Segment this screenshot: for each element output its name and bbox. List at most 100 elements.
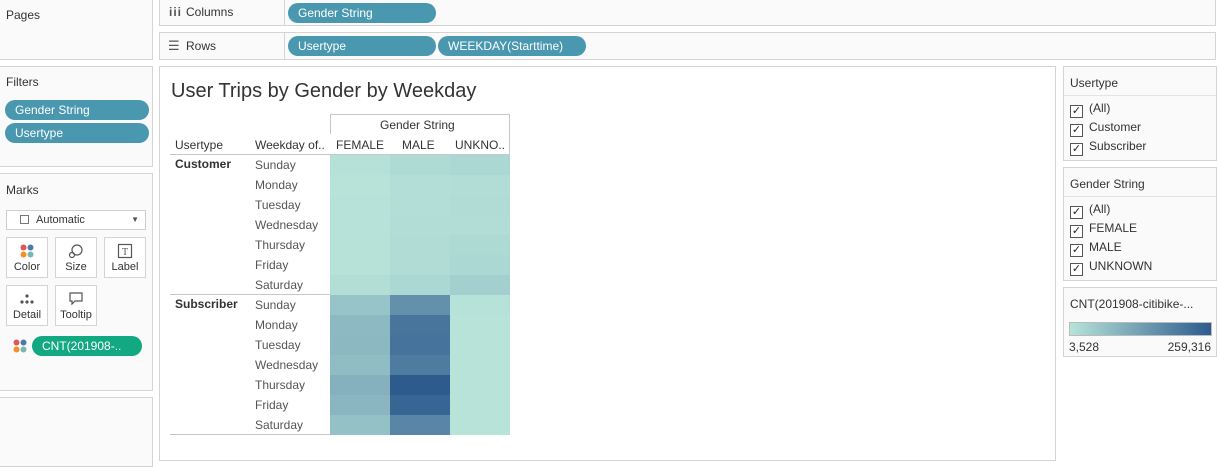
checkbox-checked-icon[interactable]: ✓ [1070,124,1083,137]
heatmap-cell[interactable] [330,395,390,415]
size-button-label: Size [65,261,87,273]
checkbox-checked-icon[interactable]: ✓ [1070,244,1083,257]
size-button[interactable]: Size [55,237,97,278]
heatmap-cell[interactable] [330,195,390,215]
heatmap-cell[interactable] [330,415,390,435]
heatmap-cell[interactable] [390,315,450,335]
heatmap-cell[interactable] [450,335,510,355]
label-button-label: Label [111,261,139,273]
heatmap-cell[interactable] [450,155,510,175]
heatmap-cell[interactable] [390,395,450,415]
filter-pill-gender[interactable]: Gender String [5,100,149,120]
usertype-option-subscriber[interactable]: ✓ Subscriber [1070,139,1146,158]
group-label-customer: Customer [175,157,232,171]
heatmap-cell[interactable] [330,175,390,195]
header-top-border [330,114,331,134]
heatmap-cell[interactable] [450,175,510,195]
weekday-label: Saturday [255,278,304,292]
usertype-option-label: Customer [1089,120,1142,134]
chevron-down-icon: ▼ [131,215,139,224]
detail-icon [7,291,47,307]
heatmap-cell[interactable] [450,295,510,315]
viz-title: User Trips by Gender by Weekday [171,80,477,102]
label-button[interactable]: T Label [104,237,146,278]
marks-card: Marks Automatic ▼ Color Size T Label Det… [0,173,153,391]
heatmap-cell[interactable] [330,275,390,295]
heatmap-cell[interactable] [330,255,390,275]
usertype-filter-title: Usertype [1070,76,1119,90]
checkbox-checked-icon[interactable]: ✓ [1070,143,1083,156]
color-legend-ramp [1069,322,1212,336]
heatmap-cell[interactable] [450,235,510,255]
filter-pill-usertype[interactable]: Usertype [5,123,149,143]
heatmap-cell[interactable] [390,375,450,395]
heatmap-cell[interactable] [390,355,450,375]
heatmap-cell[interactable] [330,355,390,375]
heatmap-cell[interactable] [450,415,510,435]
viz-area: User Trips by Gender by Weekday Gender S… [159,66,1056,461]
heatmap-cell[interactable] [330,235,390,255]
gender-option-all[interactable]: ✓ (All) [1070,202,1110,221]
usertype-option-label: (All) [1089,101,1111,115]
heatmap-cell[interactable] [450,395,510,415]
heatmap-cell[interactable] [330,295,390,315]
detail-button[interactable]: Detail [6,285,48,326]
checkbox-checked-icon[interactable]: ✓ [1070,263,1083,276]
legend-title: CNT(201908-citibike-... [1070,297,1194,311]
heatmap-cell[interactable] [330,215,390,235]
heatmap-cell[interactable] [450,315,510,335]
gender-filter-title: Gender String [1070,177,1145,191]
heatmap-cell[interactable] [390,255,450,275]
column-field-header: Gender String [380,118,455,132]
columns-shelf[interactable]: iii Columns Gender String [159,0,1216,26]
checkbox-checked-icon[interactable]: ✓ [1070,206,1083,219]
heatmap-cell[interactable] [390,215,450,235]
heatmap-cell[interactable] [390,175,450,195]
heatmap-cell[interactable] [390,235,450,255]
svg-text:T: T [122,247,128,258]
shelf-divider [284,33,285,60]
heatmap-cell[interactable] [450,215,510,235]
weekday-label: Tuesday [255,198,301,212]
heatmap-cell[interactable] [450,195,510,215]
usertype-option-all[interactable]: ✓ (All) [1070,101,1110,120]
heatmap-cell[interactable] [330,335,390,355]
weekday-label: Tuesday [255,338,301,352]
gender-option-unknown[interactable]: ✓ UNKNOWN [1070,259,1152,278]
heatmap-cell[interactable] [390,415,450,435]
usertype-option-customer[interactable]: ✓ Customer [1070,120,1141,139]
group-label-subscriber: Subscriber [175,297,238,311]
heatmap-cell[interactable] [390,155,450,175]
heatmap-cell[interactable] [390,295,450,315]
tooltip-button-label: Tooltip [60,309,92,321]
heatmap-cell[interactable] [450,275,510,295]
heatmap-cell[interactable] [330,155,390,175]
size-icon [56,243,96,259]
weekday-label: Thursday [255,378,306,392]
heatmap-cell[interactable] [330,315,390,335]
heatmap-cell[interactable] [390,275,450,295]
tooltip-button[interactable]: Tooltip [55,285,97,326]
heatmap-cell[interactable] [390,195,450,215]
mark-type-dropdown[interactable]: Automatic ▼ [6,210,146,230]
marks-field-pill[interactable]: CNT(201908-.. [32,336,142,356]
card-header-line [1064,196,1216,197]
heatmap-cell[interactable] [450,355,510,375]
weekday-label: Wednesday [255,218,319,232]
heatmap-cell[interactable] [450,375,510,395]
checkbox-checked-icon[interactable]: ✓ [1070,225,1083,238]
gender-option-label: FEMALE [1089,221,1138,235]
heatmap-cell[interactable] [330,375,390,395]
gender-option-label: (All) [1089,202,1111,216]
heatmap-cell[interactable] [450,255,510,275]
color-button[interactable]: Color [6,237,48,278]
columns-pill-gender[interactable]: Gender String [288,3,436,23]
rows-pill-weekday[interactable]: WEEKDAY(Starttime) [438,36,586,56]
rows-shelf[interactable]: ☰ Rows Usertype WEEKDAY(Starttime) [159,32,1216,60]
rows-pill-usertype[interactable]: Usertype [288,36,436,56]
gender-option-female[interactable]: ✓ FEMALE [1070,221,1137,240]
gender-option-male[interactable]: ✓ MALE [1070,240,1122,259]
checkbox-checked-icon[interactable]: ✓ [1070,105,1083,118]
heatmap-cell[interactable] [390,335,450,355]
gender-option-label: MALE [1089,240,1122,254]
